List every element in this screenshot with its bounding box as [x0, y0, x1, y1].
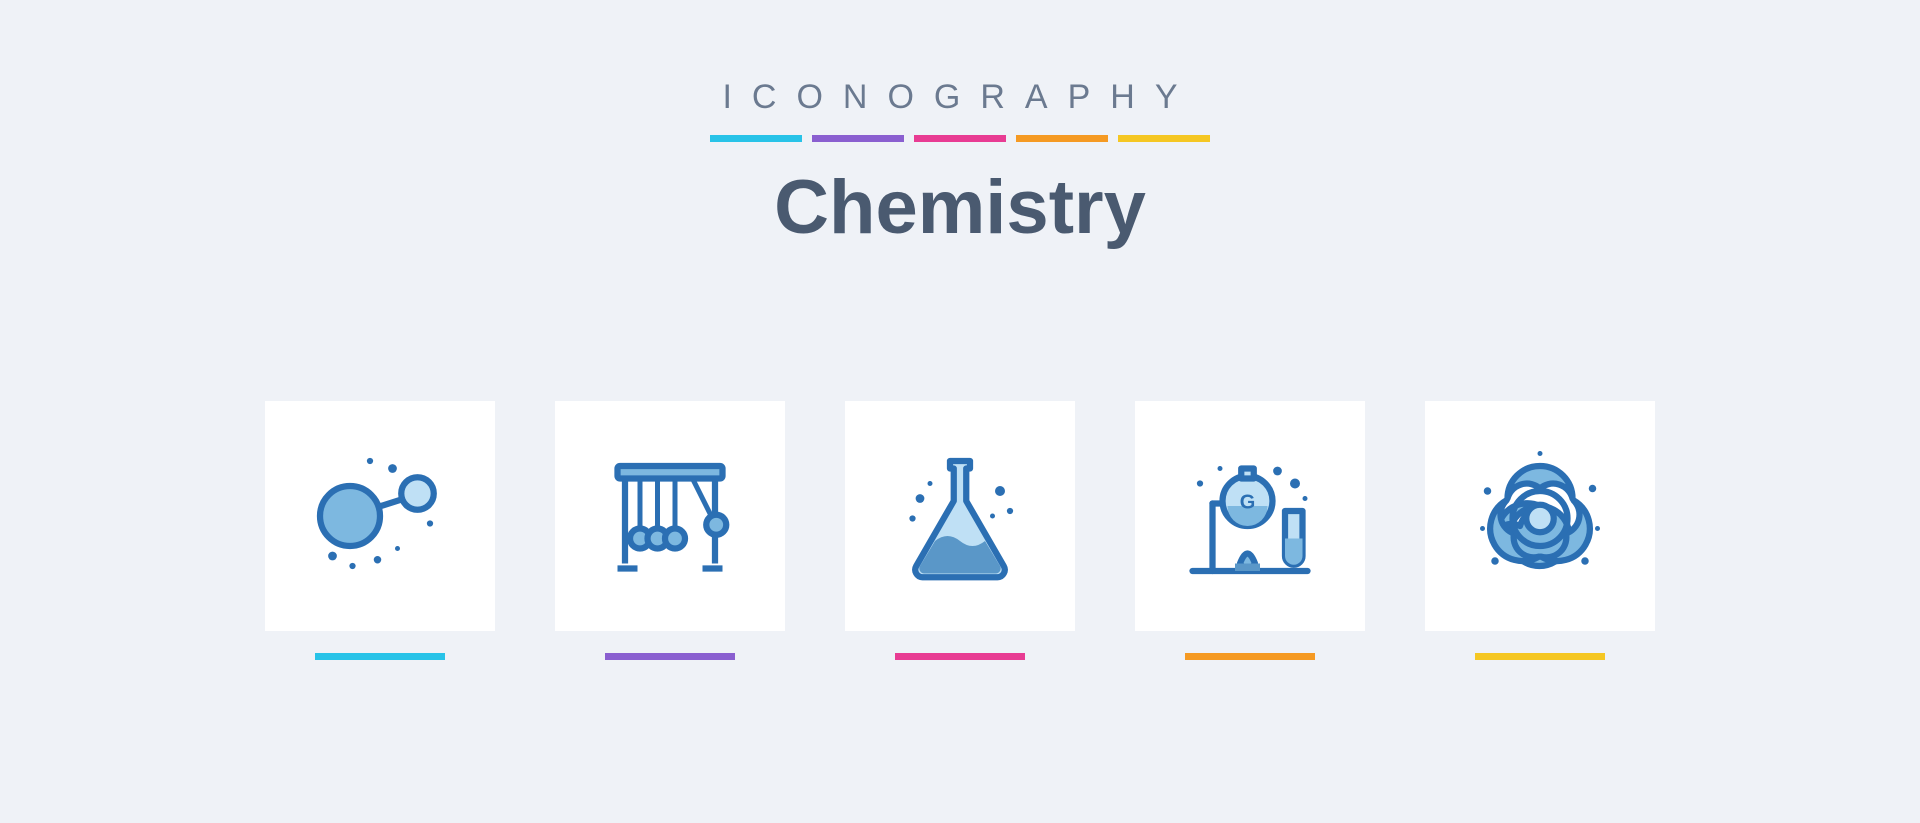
pack-title: Chemistry — [710, 164, 1210, 251]
icon-tile: G — [1135, 401, 1365, 631]
lab-experiment-icon: G — [1175, 441, 1325, 591]
icon-card-lab: G — [1135, 401, 1365, 660]
svg-text:G: G — [1240, 492, 1256, 514]
icon-card-biohazard — [1425, 401, 1655, 660]
icon-tile — [265, 401, 495, 631]
underline-seg-5 — [1118, 135, 1210, 142]
underline-seg-2 — [812, 135, 904, 142]
icon-tile — [555, 401, 785, 631]
icon-card-molecule — [265, 401, 495, 660]
card-underline — [1475, 653, 1605, 660]
underline-seg-4 — [1016, 135, 1108, 142]
icon-tile — [1425, 401, 1655, 631]
card-underline — [1185, 653, 1315, 660]
icon-tile — [845, 401, 1075, 631]
card-underline — [315, 653, 445, 660]
newtons-cradle-icon — [595, 441, 745, 591]
icon-card-flask — [845, 401, 1075, 660]
brand-underline — [710, 135, 1210, 142]
card-underline — [895, 653, 1025, 660]
flask-icon — [885, 441, 1035, 591]
card-underline — [605, 653, 735, 660]
underline-seg-1 — [710, 135, 802, 142]
icon-pack-row: G — [265, 401, 1655, 660]
molecule-icon — [305, 441, 455, 591]
biohazard-icon — [1465, 441, 1615, 591]
underline-seg-3 — [914, 135, 1006, 142]
header: ICONOGRAPHY Chemistry — [710, 78, 1210, 251]
brand-label: ICONOGRAPHY — [710, 78, 1210, 117]
icon-card-cradle — [555, 401, 785, 660]
